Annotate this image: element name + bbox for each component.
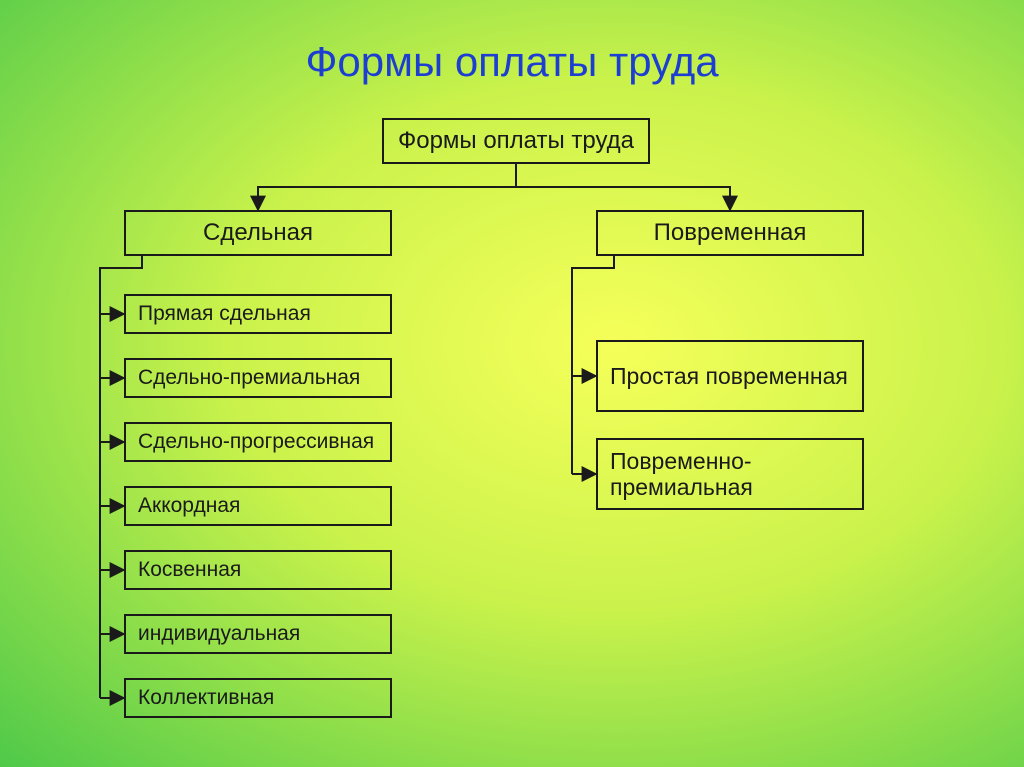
- box-l2-label: Сдельно-премиальная: [126, 366, 390, 390]
- diagram-stage: Формы оплаты труда Формы оплаты труда Сд…: [0, 0, 1024, 767]
- box-l5: Косвенная: [124, 550, 392, 590]
- box-right-head-label: Повременная: [598, 219, 862, 247]
- box-r2: Повременно-премиальная: [596, 438, 864, 510]
- box-l2: Сдельно-премиальная: [124, 358, 392, 398]
- box-r2-label: Повременно-премиальная: [598, 448, 862, 501]
- box-root: Формы оплаты труда: [382, 118, 650, 164]
- box-l4: Аккордная: [124, 486, 392, 526]
- box-left-head: Сдельная: [124, 210, 392, 256]
- box-right-head: Повременная: [596, 210, 864, 256]
- box-l1-label: Прямая сдельная: [126, 302, 390, 326]
- box-l3-label: Сдельно-прогрессивная: [126, 430, 390, 454]
- box-l7-label: Коллективная: [126, 686, 390, 710]
- box-l3: Сдельно-прогрессивная: [124, 422, 392, 462]
- box-l6: индивидуальная: [124, 614, 392, 654]
- box-l6-label: индивидуальная: [126, 622, 390, 646]
- box-r1-label: Простая повременная: [598, 363, 862, 389]
- box-l7: Коллективная: [124, 678, 392, 718]
- box-left-head-label: Сдельная: [126, 219, 390, 247]
- slide-title-text: Формы оплаты труда: [305, 38, 718, 85]
- box-l4-label: Аккордная: [126, 494, 390, 518]
- box-root-label: Формы оплаты труда: [384, 127, 648, 155]
- box-l5-label: Косвенная: [126, 558, 390, 582]
- box-r1: Простая повременная: [596, 340, 864, 412]
- box-l1: Прямая сдельная: [124, 294, 392, 334]
- slide-title: Формы оплаты труда: [305, 38, 718, 86]
